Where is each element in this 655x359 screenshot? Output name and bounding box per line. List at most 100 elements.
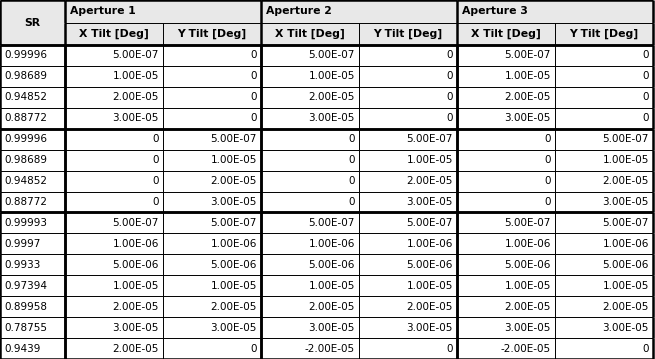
Text: 5.00E-07: 5.00E-07 (603, 218, 649, 228)
Text: 0.98689: 0.98689 (4, 71, 47, 81)
Text: 0: 0 (250, 92, 257, 102)
Text: 0: 0 (643, 92, 649, 102)
Text: 0: 0 (544, 134, 551, 144)
Bar (555, 317, 653, 338)
Text: 2.00E-05: 2.00E-05 (113, 92, 159, 102)
Text: 5.00E-07: 5.00E-07 (504, 51, 551, 60)
Bar (555, 108, 653, 129)
Bar (65, 233, 163, 254)
Bar (163, 192, 261, 213)
Bar (555, 66, 653, 87)
Bar (65, 192, 163, 213)
Text: 5.00E-06: 5.00E-06 (211, 260, 257, 270)
Text: 5.00E-06: 5.00E-06 (407, 260, 453, 270)
Text: 0.99993: 0.99993 (4, 218, 47, 228)
Text: 0: 0 (447, 71, 453, 81)
Bar (261, 317, 359, 338)
Text: 3.00E-05: 3.00E-05 (113, 323, 159, 332)
Text: 2.00E-05: 2.00E-05 (211, 176, 257, 186)
Text: 5.00E-07: 5.00E-07 (113, 218, 159, 228)
Text: 5.00E-06: 5.00E-06 (309, 260, 355, 270)
Bar (555, 23, 653, 45)
Text: 2.00E-05: 2.00E-05 (309, 92, 355, 102)
Text: 0: 0 (250, 344, 257, 354)
Text: 0.88772: 0.88772 (4, 197, 47, 207)
Bar (163, 23, 261, 45)
Bar (555, 129, 653, 150)
Text: Y Tilt [Deg]: Y Tilt [Deg] (178, 29, 246, 39)
Text: 5.00E-07: 5.00E-07 (603, 134, 649, 144)
Bar (163, 233, 261, 254)
Bar (163, 338, 261, 359)
Text: -2.00E-05: -2.00E-05 (305, 344, 355, 354)
Bar (261, 296, 359, 317)
Bar (359, 275, 457, 296)
Text: 3.00E-05: 3.00E-05 (504, 113, 551, 123)
Text: 1.00E-06: 1.00E-06 (504, 239, 551, 249)
Text: 0.99996: 0.99996 (4, 134, 47, 144)
Text: 0: 0 (250, 113, 257, 123)
Text: 3.00E-05: 3.00E-05 (504, 323, 551, 332)
Bar (0, 254, 65, 275)
Text: Y Tilt [Deg]: Y Tilt [Deg] (569, 29, 639, 39)
Bar (359, 23, 457, 45)
Bar (65, 66, 163, 87)
Text: 1.00E-05: 1.00E-05 (211, 155, 257, 165)
Text: 2.00E-05: 2.00E-05 (211, 302, 257, 312)
Text: 5.00E-06: 5.00E-06 (113, 260, 159, 270)
Bar (555, 192, 653, 213)
Text: 0.98689: 0.98689 (4, 155, 47, 165)
Bar (457, 317, 555, 338)
Bar (555, 275, 653, 296)
Text: 0: 0 (643, 71, 649, 81)
Text: X Tilt [Deg]: X Tilt [Deg] (79, 29, 149, 39)
Bar (163, 317, 261, 338)
Text: 2.00E-05: 2.00E-05 (407, 176, 453, 186)
Text: 0.9933: 0.9933 (4, 260, 41, 270)
Text: 5.00E-07: 5.00E-07 (113, 51, 159, 60)
Bar (0, 233, 65, 254)
Bar (359, 45, 457, 66)
Bar (261, 87, 359, 108)
Bar (0, 45, 65, 66)
Bar (0, 171, 65, 192)
Text: 0: 0 (153, 176, 159, 186)
Text: 0.94852: 0.94852 (4, 92, 47, 102)
Text: 0.89958: 0.89958 (4, 302, 47, 312)
Bar (457, 129, 555, 150)
Text: 3.00E-05: 3.00E-05 (113, 113, 159, 123)
Text: 3.00E-05: 3.00E-05 (309, 323, 355, 332)
Text: 3.00E-05: 3.00E-05 (211, 197, 257, 207)
Text: 3.00E-05: 3.00E-05 (309, 113, 355, 123)
Bar (457, 254, 555, 275)
Text: 5.00E-07: 5.00E-07 (211, 218, 257, 228)
Bar (163, 254, 261, 275)
Bar (65, 108, 163, 129)
Bar (0, 296, 65, 317)
Bar (359, 171, 457, 192)
Text: 0.99996: 0.99996 (4, 51, 47, 60)
Text: 5.00E-07: 5.00E-07 (504, 218, 551, 228)
Text: 3.00E-05: 3.00E-05 (603, 323, 649, 332)
Text: 3.00E-05: 3.00E-05 (603, 197, 649, 207)
Bar (65, 296, 163, 317)
Bar (555, 213, 653, 233)
Bar (359, 233, 457, 254)
Bar (65, 338, 163, 359)
Bar (555, 87, 653, 108)
Bar (457, 275, 555, 296)
Bar (457, 108, 555, 129)
Text: 2.00E-05: 2.00E-05 (113, 344, 159, 354)
Text: 0: 0 (348, 176, 355, 186)
Bar (555, 45, 653, 66)
Bar (261, 233, 359, 254)
Bar (0, 66, 65, 87)
Text: 1.00E-05: 1.00E-05 (309, 71, 355, 81)
Bar (163, 275, 261, 296)
Bar (261, 192, 359, 213)
Text: 0: 0 (643, 51, 649, 60)
Text: 1.00E-05: 1.00E-05 (113, 71, 159, 81)
Text: 1.00E-06: 1.00E-06 (113, 239, 159, 249)
Text: 0: 0 (643, 344, 649, 354)
Text: 0: 0 (544, 197, 551, 207)
